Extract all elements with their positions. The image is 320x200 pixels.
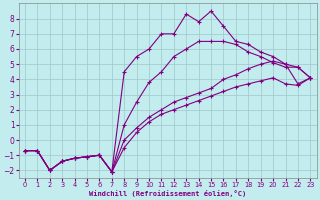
X-axis label: Windchill (Refroidissement éolien,°C): Windchill (Refroidissement éolien,°C) (89, 190, 246, 197)
